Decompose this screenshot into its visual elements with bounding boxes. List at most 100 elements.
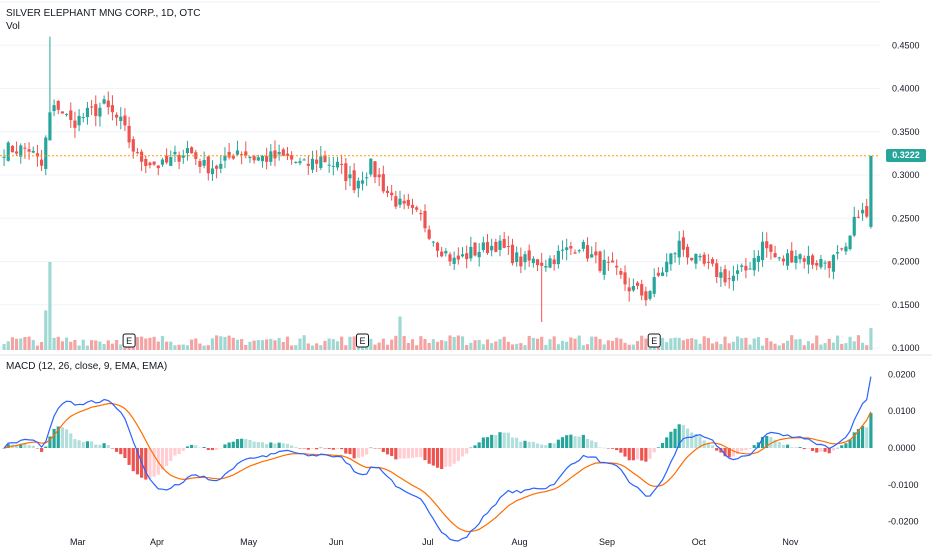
histogram-bar [540, 444, 544, 448]
histogram-bar [390, 448, 394, 456]
candle-body [819, 259, 823, 268]
histogram-bar [848, 439, 852, 448]
price-tick-label: 0.1000 [892, 343, 920, 353]
histogram-bar [377, 448, 381, 449]
candle-body [415, 207, 419, 210]
candle-body [344, 163, 348, 182]
volume-bar [431, 339, 435, 350]
histogram-bar [123, 448, 127, 459]
earnings-marker-label: E [651, 336, 657, 346]
histogram-bar [573, 436, 577, 448]
histogram-bar [410, 448, 415, 458]
histogram-bar [302, 448, 306, 449]
candle-body [602, 259, 606, 275]
macd-axis[interactable]: -0.0200 -0.0100 0.0000 0.0100 0.0200 [888, 369, 919, 526]
candle-body [623, 272, 627, 285]
price-axis[interactable]: 0.1000 0.1500 0.2000 0.2500 0.3000 0.3500 0.40… [892, 40, 920, 353]
candle-body [48, 112, 52, 141]
histogram-bar [669, 431, 673, 448]
histogram-bar [23, 443, 27, 448]
volume-bar [615, 337, 619, 350]
candle-body [635, 282, 640, 286]
candle-body [331, 165, 335, 167]
candle-body [844, 246, 848, 252]
histogram-bar [810, 448, 815, 451]
candle-body [777, 257, 781, 259]
volume-bar [144, 338, 148, 350]
histogram-bar [819, 448, 823, 452]
candle-body [265, 156, 269, 162]
volume-bar [248, 341, 252, 350]
histogram-bar [565, 435, 569, 448]
volume-bar [35, 345, 40, 350]
volume-bar [802, 345, 806, 350]
time-tick-label: Nov [782, 537, 799, 547]
volume-bar [527, 335, 531, 350]
volume-bar [194, 338, 198, 350]
histogram-bar [581, 434, 585, 448]
candle-body [273, 150, 277, 159]
volume-bar [444, 341, 448, 350]
candle-body [652, 277, 656, 294]
histogram-bar [198, 447, 202, 449]
histogram-bar [423, 448, 427, 461]
candle-body [73, 120, 77, 128]
candle-body [640, 284, 644, 296]
candle-body [348, 174, 352, 179]
volume-bar [477, 339, 481, 350]
candle-body [519, 256, 523, 267]
histogram-bar [165, 448, 169, 466]
histogram-bar [15, 445, 19, 448]
histogram-bar [173, 448, 177, 456]
histogram-bar [777, 441, 781, 448]
volume-bar [498, 339, 502, 350]
candle-body [498, 240, 502, 250]
histogram-bar [860, 425, 865, 448]
histogram-bar [435, 448, 440, 468]
volume-label[interactable]: Vol [6, 21, 20, 32]
histogram-bar [840, 445, 844, 448]
candle-body [535, 259, 540, 266]
candle-body [706, 261, 710, 263]
macd-tick-label: -0.0100 [888, 480, 919, 490]
volume-bar [577, 335, 581, 350]
candle-body [648, 291, 652, 299]
volume-bar [565, 341, 569, 350]
candle-body [723, 269, 727, 283]
candle-body [710, 259, 715, 264]
histogram-bar [48, 436, 52, 448]
histogram-bar [135, 448, 140, 475]
volume-bar [694, 339, 698, 350]
volume-bar [90, 340, 94, 350]
candle-body [210, 168, 215, 175]
volume-bar [19, 338, 23, 350]
histogram-bar [210, 448, 215, 451]
candle-body [90, 106, 94, 108]
histogram-bar [681, 424, 685, 448]
macd-label[interactable]: MACD (12, 26, close, 9, EMA, EMA) [6, 361, 168, 372]
time-axis[interactable]: FebMarAprMayJunJulAugSepOctNov [0, 537, 799, 547]
volume-bar [173, 345, 177, 350]
candle-body [327, 164, 331, 166]
symbol-title[interactable]: SILVER ELEPHANT MNG CORP., 1D, OTC [6, 8, 201, 19]
volume-bar [398, 316, 402, 350]
candle-body [731, 275, 735, 282]
histogram-bar [706, 443, 710, 448]
histogram-bar [856, 428, 860, 448]
candle-body [431, 241, 435, 243]
candle-body [527, 250, 531, 261]
volume-bar [819, 344, 823, 350]
volume-bar [481, 344, 485, 350]
volume-bar [790, 335, 794, 350]
volume-bar [285, 336, 290, 350]
volume-bar [344, 345, 348, 350]
histogram-bar [569, 434, 573, 448]
candle-body [365, 177, 369, 179]
histogram-bar [31, 445, 35, 448]
candle-body [323, 155, 327, 163]
candle-body [473, 242, 477, 256]
histogram-bar [710, 445, 715, 448]
volume-bar [206, 345, 210, 350]
